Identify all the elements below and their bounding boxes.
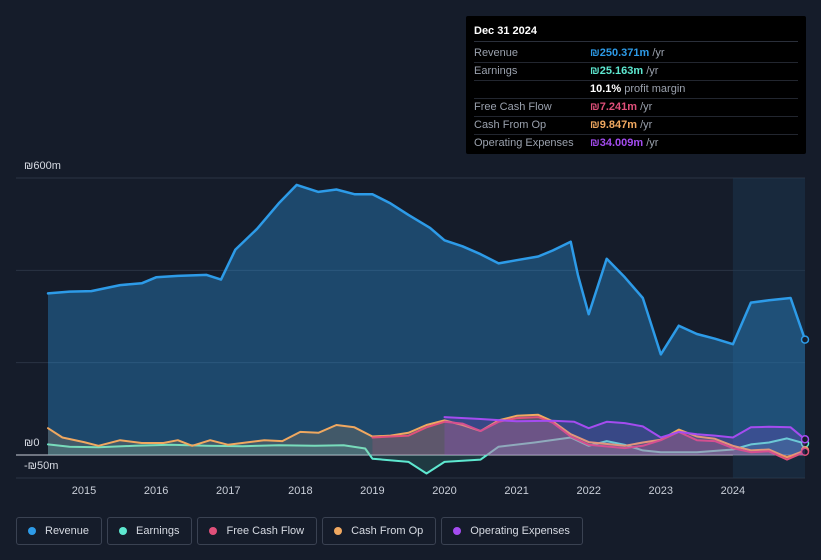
legend-label: Revenue [45,525,90,537]
revenue-area [48,184,805,455]
operating-expenses-line [443,416,806,441]
legend-item-operating-expenses[interactable]: Operating Expenses [441,517,583,545]
tooltip-panel: Dec 31 2024 Revenue ₪250.371m /yr Earnings… [466,16,806,154]
tooltip-row-label [474,81,590,98]
tooltip-row-label: Operating Expenses [474,137,574,149]
tooltip-row-label: Free Cash Flow [474,101,552,113]
tooltip-row: Earnings ₪25.163m /yr [474,63,798,81]
free-cash-flow-line [371,416,806,461]
earnings-line [47,436,806,475]
legend-item-revenue[interactable]: Revenue [16,517,103,545]
tooltip-row-label: Revenue [474,47,519,59]
legend-dot-icon [334,527,343,535]
legend-label: Cash From Op [351,525,424,537]
revenue-line [46,183,807,356]
tooltip-row-value: ₪250.371m /yr [590,47,665,59]
free-cash-flow-endpoint [800,447,810,457]
tooltip-row-value: ₪25.163m /yr [590,65,659,77]
tooltip-row-label: Earnings [474,65,518,77]
legend-dot-icon [119,527,128,535]
x-tick-label: 2019 [360,485,385,497]
tooltip-row: Cash From Op ₪9.847m /yr [474,117,798,135]
x-tick-label: 2021 [504,485,529,497]
legend-dot-icon [209,527,218,535]
tooltip-row: Operating Expenses ₪34.009m /yr [474,135,798,152]
tooltip-row-value: ₪9.847m /yr [590,119,653,131]
legend-dot-icon [28,527,36,535]
tooltip-row: Revenue ₪250.371m /yr [474,45,798,63]
legend-label: Operating Expenses [470,525,570,537]
legend-item-earnings[interactable]: Earnings [107,517,193,545]
tooltip-row: Free Cash Flow ₪7.241m /yr [474,99,798,117]
x-tick-label: 2023 [648,485,674,497]
operating-expenses-endpoint [800,435,810,444]
operating-expenses-area [444,417,805,455]
x-tick-label: 2016 [143,485,169,497]
legend-dot-icon [453,527,462,535]
x-tick-label: 2018 [288,485,313,497]
tooltip-row-label: Cash From Op [474,119,547,131]
tooltip-row-value: ₪7.241m /yr [590,101,653,113]
y-tick-label-top: ₪600m [24,160,61,172]
y-tick-label-bottom: -₪50m [24,460,59,472]
legend-label: Earnings [136,525,180,537]
revenue-endpoint [800,335,810,344]
tooltip-row: 10.1% profit margin [474,81,798,99]
legend-item-cash-from-op[interactable]: Cash From Op [322,517,437,545]
legend-label: Free Cash Flow [226,525,305,537]
free-cash-flow-area [372,417,805,460]
x-tick-label: 2022 [576,485,601,497]
tooltip-date: Dec 31 2024 [474,23,798,42]
x-tick-label: 2024 [720,485,746,497]
x-tick-label: 2020 [432,485,457,497]
y-tick-label-zero: ₪0 [24,437,40,449]
x-tick-label: 2015 [71,485,97,497]
tooltip-row-value: 10.1% profit margin [590,83,686,95]
x-tick-label: 2017 [215,485,241,497]
tooltip-row-value: ₪34.009m /yr [590,137,659,149]
legend: Revenue Earnings Free Cash Flow Cash From O… [16,517,583,545]
legend-item-free-cash-flow[interactable]: Free Cash Flow [197,517,318,545]
